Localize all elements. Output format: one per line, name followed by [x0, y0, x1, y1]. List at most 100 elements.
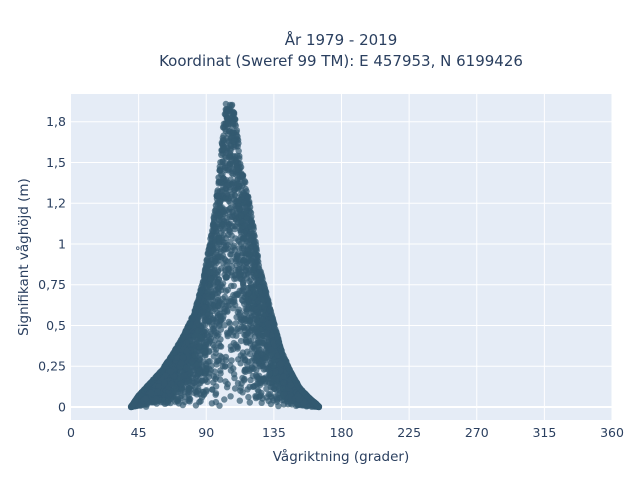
data-point — [269, 315, 276, 322]
data-point — [250, 225, 257, 232]
data-point — [235, 140, 242, 147]
data-point — [236, 152, 243, 160]
data-point — [267, 400, 275, 408]
data-point — [245, 358, 252, 365]
data-point — [212, 202, 220, 209]
data-point — [239, 280, 247, 287]
data-point — [214, 244, 221, 251]
data-point — [209, 227, 216, 234]
data-point — [218, 221, 226, 228]
data-point — [193, 361, 200, 369]
data-point — [248, 280, 255, 288]
data-point — [234, 343, 241, 351]
y-tick-label: 0 — [58, 399, 66, 414]
data-point — [241, 221, 249, 229]
data-point — [231, 187, 238, 194]
data-point — [217, 367, 224, 374]
data-point — [193, 391, 200, 398]
data-point — [247, 332, 254, 339]
data-point — [222, 166, 230, 174]
data-point — [223, 274, 230, 281]
data-point — [247, 209, 255, 216]
data-point — [211, 325, 218, 332]
data-point — [242, 316, 249, 323]
data-point — [232, 223, 239, 230]
data-point — [254, 376, 261, 383]
y-axis-title: Signifikant våghöjd (m) — [15, 178, 32, 336]
x-tick-label: 90 — [198, 425, 214, 440]
data-point — [181, 372, 188, 379]
data-point — [214, 314, 221, 321]
data-point — [245, 289, 252, 297]
data-point — [203, 387, 210, 394]
data-point — [147, 389, 155, 397]
data-point — [258, 399, 265, 406]
data-point — [219, 280, 227, 287]
data-point — [232, 122, 239, 129]
y-tick-label: 0,75 — [38, 277, 66, 292]
data-point — [236, 397, 243, 404]
data-point — [227, 176, 234, 183]
y-axis-ticks: 0 0,25 0,5 0,75 1 1,2 1,5 1,8 — [38, 114, 66, 414]
data-point — [241, 353, 248, 360]
data-point — [216, 253, 224, 261]
data-point — [167, 368, 175, 375]
y-tick-label: 0,25 — [38, 359, 66, 374]
data-point — [243, 210, 250, 217]
data-point — [270, 339, 277, 346]
data-point — [238, 323, 246, 331]
data-point — [238, 380, 245, 387]
data-point — [203, 364, 210, 372]
data-point — [252, 329, 259, 336]
data-point — [255, 258, 262, 265]
data-point — [224, 286, 231, 294]
data-point — [269, 332, 276, 339]
data-point — [240, 234, 247, 242]
data-point — [217, 159, 224, 166]
data-point — [216, 237, 223, 244]
data-point — [242, 294, 249, 301]
grid-lines — [71, 94, 613, 420]
data-point — [243, 214, 250, 222]
data-point — [183, 364, 190, 372]
data-point — [230, 339, 237, 347]
data-point — [237, 240, 245, 247]
x-tick-label: 315 — [532, 425, 556, 440]
data-point — [168, 380, 175, 388]
data-point — [280, 373, 287, 380]
data-point — [206, 319, 213, 326]
data-point — [300, 400, 307, 407]
data-point — [198, 377, 206, 384]
data-point — [237, 387, 244, 394]
data-point — [280, 390, 287, 398]
data-point — [224, 258, 231, 265]
y-tick-label: 1,5 — [46, 155, 66, 170]
data-point — [201, 266, 209, 274]
data-point — [206, 283, 213, 290]
data-point — [170, 372, 178, 380]
data-point — [205, 358, 212, 365]
data-point — [235, 306, 243, 313]
data-point — [202, 327, 209, 334]
data-point — [218, 151, 225, 158]
data-point — [228, 213, 236, 220]
data-point — [280, 379, 287, 387]
x-tick-label: 135 — [262, 425, 286, 440]
data-point — [184, 378, 191, 385]
data-point — [246, 198, 253, 205]
data-point — [227, 393, 234, 400]
data-point — [237, 360, 244, 367]
data-point — [233, 332, 240, 339]
data-point — [277, 360, 285, 367]
y-tick-label: 1 — [58, 236, 66, 251]
data-point — [224, 380, 231, 388]
data-point — [274, 352, 281, 359]
data-point — [266, 371, 273, 378]
data-point — [234, 133, 241, 140]
data-point — [251, 341, 258, 348]
data-point — [246, 383, 253, 391]
data-point — [263, 330, 270, 338]
data-point — [204, 293, 212, 300]
data-point — [178, 360, 185, 367]
